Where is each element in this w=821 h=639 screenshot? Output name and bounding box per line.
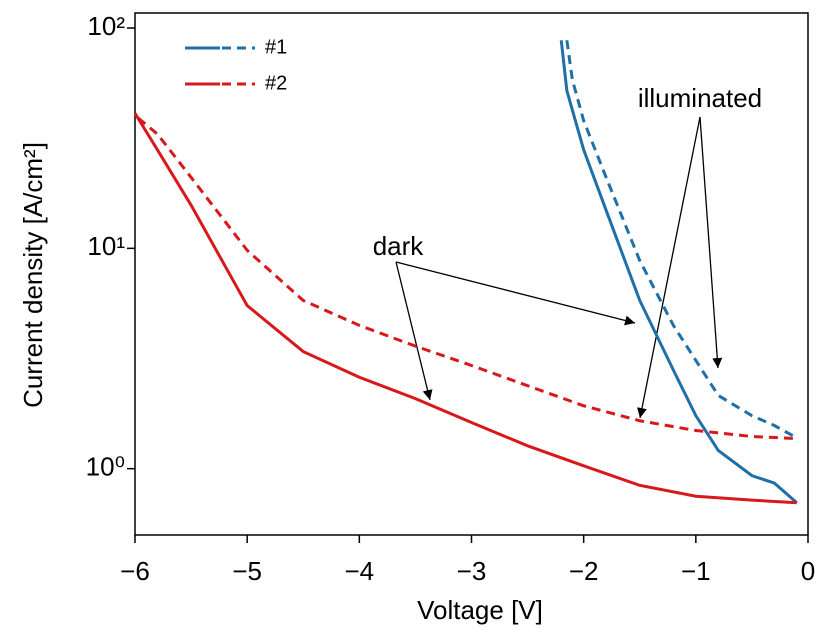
x-tick-label: −5 [232, 556, 262, 586]
arrow [637, 116, 701, 419]
x-tick-label: 0 [801, 556, 815, 586]
annotation: illuminated [638, 83, 762, 113]
legend-label: #2 [265, 72, 287, 94]
series-line [133, 112, 797, 505]
x-tick-label: −6 [120, 556, 150, 586]
legend-label: #1 [265, 36, 287, 58]
y-tick-label: 10² [87, 11, 125, 41]
x-axis-title: Voltage [V] [417, 595, 543, 625]
annotation: dark [373, 231, 425, 261]
series-line [137, 116, 797, 441]
arrow [699, 116, 723, 369]
annotation-arrows [395, 116, 723, 419]
x-tick-label: −1 [681, 556, 711, 586]
arrow [395, 261, 433, 401]
x-tick-label: −3 [457, 556, 487, 586]
x-tick-label: −4 [345, 556, 375, 586]
series-line [559, 40, 798, 504]
series-line [565, 40, 798, 440]
y-tick-label: 10⁰ [86, 452, 125, 482]
y-tick-label: 10¹ [87, 231, 125, 261]
x-tick-label: −2 [569, 556, 599, 586]
y-axis-title: Current density [A/cm²] [18, 142, 48, 408]
arrow [395, 261, 636, 326]
